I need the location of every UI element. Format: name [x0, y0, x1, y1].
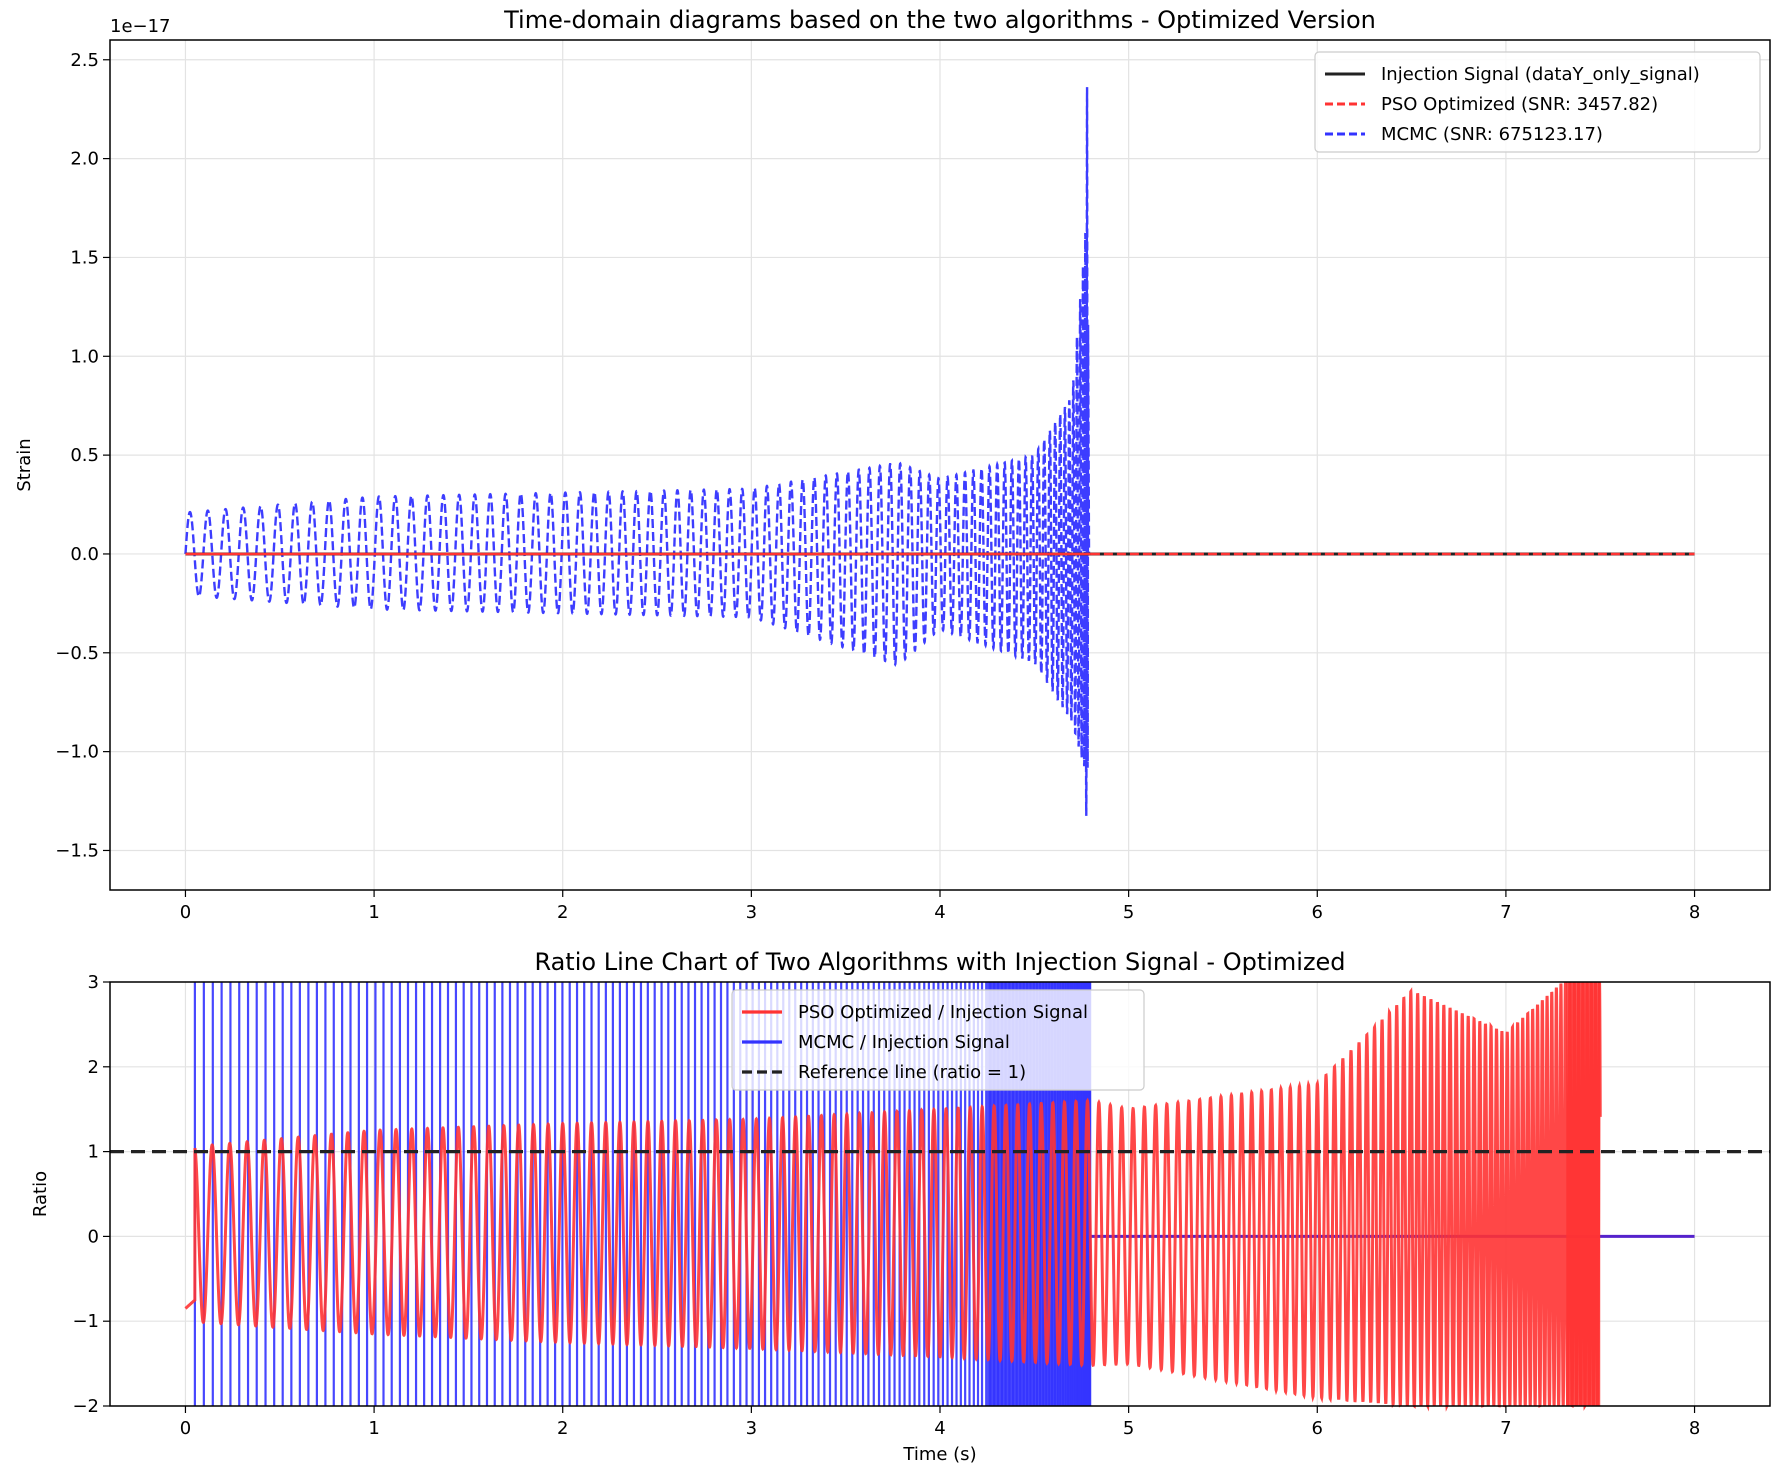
ratio-x-axis-label: Time (s)	[902, 1444, 976, 1465]
x-tick-label: 1	[368, 1418, 379, 1439]
legend-label: Injection Signal (dataY_only_signal)	[1381, 64, 1700, 85]
x-tick-label: 3	[746, 902, 757, 923]
legend-label: MCMC / Injection Signal	[798, 1032, 1010, 1053]
y-tick-label: 3	[88, 972, 99, 993]
pso-ratio-dense-block	[1566, 982, 1601, 1406]
x-tick-label: 2	[557, 902, 568, 923]
y-tick-label: −1	[72, 1311, 99, 1332]
y-tick-label: 1.0	[70, 346, 99, 367]
y-tick-label: −2	[72, 1396, 99, 1417]
y-tick-label: 0.0	[70, 544, 99, 565]
x-tick-label: 5	[1123, 902, 1134, 923]
x-tick-label: 1	[368, 902, 379, 923]
y-tick-label: 2	[88, 1057, 99, 1078]
y-tick-label: −0.5	[55, 643, 99, 664]
strain-y-axis-label: Strain	[14, 438, 35, 491]
strain-y-offset-label: 1e−17	[110, 16, 171, 37]
legend-label: Reference line (ratio = 1)	[798, 1062, 1026, 1083]
x-tick-label: 0	[180, 902, 191, 923]
ratio-y-ticks: −2 −1 0 1 2 3	[72, 972, 110, 1417]
mcmc-series-line	[184, 87, 1695, 816]
legend-label: MCMC (SNR: 675123.17)	[1381, 124, 1603, 145]
strain-chart: 0 1 2 3 4 5 6 7 8 −1.5 −1.0 −0.5 0.0 0.5 1.0 1.5 2.0 2.5…	[14, 6, 1771, 923]
strain-y-ticks: −1.5 −1.0 −0.5 0.0 0.5 1.0 1.5 2.0 2.5	[55, 50, 110, 861]
pso-ratio-line	[184, 981, 1602, 1412]
legend-box	[1314, 51, 1761, 153]
ratio-legend: PSO Optimized / Injection Signal MCMC / I…	[731, 989, 1145, 1091]
ratio-y-axis-label: Ratio	[30, 1171, 51, 1217]
strain-x-ticks: 0 1 2 3 4 5 6 7 8	[180, 890, 1700, 923]
y-tick-label: 2.5	[70, 50, 99, 71]
x-tick-label: 2	[557, 1418, 568, 1439]
y-tick-label: 2.0	[70, 149, 99, 170]
x-tick-label: 8	[1689, 902, 1700, 923]
x-tick-label: 5	[1123, 1418, 1134, 1439]
x-tick-label: 7	[1500, 902, 1511, 923]
y-tick-label: −1.5	[55, 840, 99, 861]
x-tick-label: 8	[1689, 1418, 1700, 1439]
ratio-chart-title: Ratio Line Chart of Two Algorithms with …	[534, 948, 1345, 976]
x-tick-label: 7	[1500, 1418, 1511, 1439]
strain-grid	[110, 40, 1770, 890]
ratio-chart: 0 1 2 3 4 5 6 7 8 −2 −1 0 1 2 3 Ratio Line Chart of T…	[30, 948, 1771, 1465]
y-tick-label: 0	[88, 1226, 99, 1247]
y-tick-label: 1	[88, 1142, 99, 1163]
legend-box	[731, 989, 1145, 1091]
x-tick-label: 6	[1312, 1418, 1323, 1439]
y-tick-label: −1.0	[55, 742, 99, 763]
strain-legend: Injection Signal (dataY_only_signal) PSO …	[1314, 51, 1761, 153]
y-tick-label: 0.5	[70, 445, 99, 466]
x-tick-label: 4	[934, 1418, 945, 1439]
strain-chart-title: Time-domain diagrams based on the two al…	[503, 6, 1376, 34]
x-tick-label: 4	[934, 902, 945, 923]
legend-label: PSO Optimized (SNR: 3457.82)	[1381, 94, 1658, 115]
y-tick-label: 1.5	[70, 247, 99, 268]
legend-label: PSO Optimized / Injection Signal	[798, 1002, 1088, 1023]
ratio-x-ticks: 0 1 2 3 4 5 6 7 8	[180, 1406, 1700, 1439]
strain-series	[184, 87, 1695, 816]
x-tick-label: 6	[1312, 902, 1323, 923]
x-tick-label: 0	[180, 1418, 191, 1439]
x-tick-label: 3	[746, 1418, 757, 1439]
